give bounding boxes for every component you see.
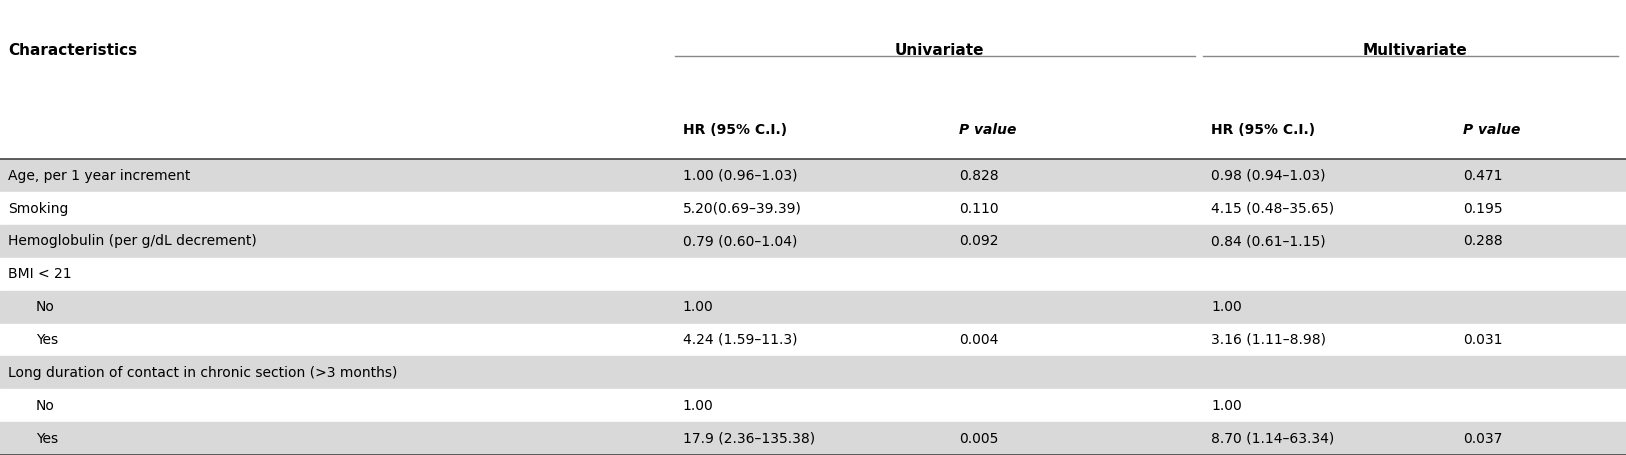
Text: 1.00: 1.00 (1211, 399, 1242, 413)
Text: 1.00: 1.00 (1211, 300, 1242, 314)
Text: P value: P value (1463, 123, 1520, 136)
Text: HR (95% C.I.): HR (95% C.I.) (683, 123, 787, 136)
Text: No: No (36, 399, 55, 413)
Text: 0.98 (0.94–1.03): 0.98 (0.94–1.03) (1211, 169, 1325, 182)
Bar (0, 324, 1626, 356)
Bar (0, 0, 1626, 159)
Text: 1.00: 1.00 (683, 300, 714, 314)
Bar (0, 356, 1626, 389)
Text: 0.110: 0.110 (959, 202, 998, 216)
Bar (0, 389, 1626, 422)
Text: 17.9 (2.36–135.38): 17.9 (2.36–135.38) (683, 432, 815, 445)
Bar (0, 192, 1626, 225)
Text: 0.288: 0.288 (1463, 234, 1502, 248)
Text: 0.004: 0.004 (959, 333, 998, 347)
Text: 4.15 (0.48–35.65): 4.15 (0.48–35.65) (1211, 202, 1335, 216)
Text: 1.00 (0.96–1.03): 1.00 (0.96–1.03) (683, 169, 797, 182)
Text: 1.00: 1.00 (683, 399, 714, 413)
Text: 0.195: 0.195 (1463, 202, 1502, 216)
Text: 0.84 (0.61–1.15): 0.84 (0.61–1.15) (1211, 234, 1325, 248)
Text: 8.70 (1.14–63.34): 8.70 (1.14–63.34) (1211, 432, 1335, 445)
Text: 0.79 (0.60–1.04): 0.79 (0.60–1.04) (683, 234, 797, 248)
Text: Age, per 1 year increment: Age, per 1 year increment (8, 169, 190, 182)
Text: Smoking: Smoking (8, 202, 68, 216)
Text: 0.005: 0.005 (959, 432, 998, 445)
Text: Hemoglobulin (per g/dL decrement): Hemoglobulin (per g/dL decrement) (8, 234, 257, 248)
Bar (0, 291, 1626, 324)
Bar (0, 422, 1626, 455)
Text: 0.471: 0.471 (1463, 169, 1502, 182)
Bar (0, 159, 1626, 192)
Text: 0.092: 0.092 (959, 234, 998, 248)
Text: P value: P value (959, 123, 1016, 136)
Bar (0, 258, 1626, 291)
Text: 0.037: 0.037 (1463, 432, 1502, 445)
Text: Multivariate: Multivariate (1363, 43, 1467, 57)
Text: Yes: Yes (36, 432, 59, 445)
Text: Yes: Yes (36, 333, 59, 347)
Text: Characteristics: Characteristics (8, 43, 137, 57)
Text: 3.16 (1.11–8.98): 3.16 (1.11–8.98) (1211, 333, 1327, 347)
Text: 5.20(0.69–39.39): 5.20(0.69–39.39) (683, 202, 802, 216)
Text: HR (95% C.I.): HR (95% C.I.) (1211, 123, 1315, 136)
Text: 4.24 (1.59–11.3): 4.24 (1.59–11.3) (683, 333, 797, 347)
Text: BMI < 21: BMI < 21 (8, 267, 72, 281)
Text: Univariate: Univariate (894, 43, 984, 57)
Text: No: No (36, 300, 55, 314)
Bar (0, 225, 1626, 258)
Text: 0.031: 0.031 (1463, 333, 1502, 347)
Text: Long duration of contact in chronic section (>3 months): Long duration of contact in chronic sect… (8, 366, 397, 380)
Text: 0.828: 0.828 (959, 169, 998, 182)
